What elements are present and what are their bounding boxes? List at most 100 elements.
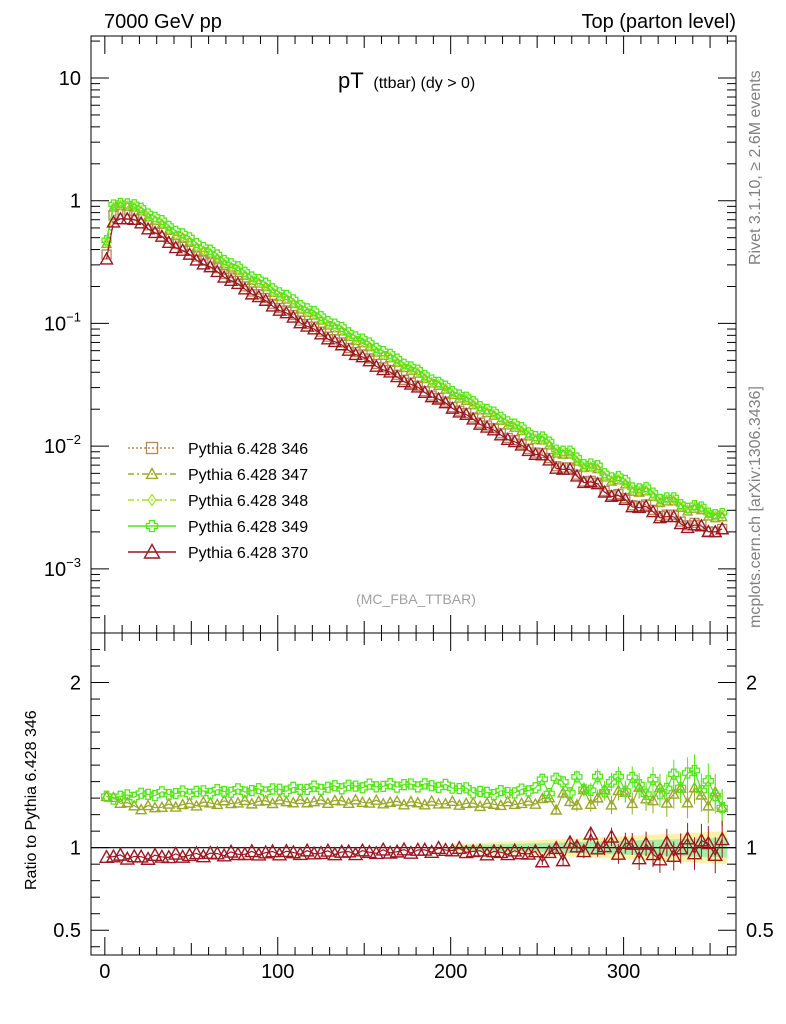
ratio-data-point (361, 844, 378, 859)
ratio-data-point (183, 796, 196, 808)
data-point (545, 438, 554, 450)
series-line (105, 204, 723, 517)
ratio-data-point (383, 795, 397, 808)
ratio-data-point (555, 852, 571, 867)
ratio-data-point (679, 830, 696, 845)
ratio-data-point (343, 779, 355, 791)
ratio-data-point (368, 845, 385, 860)
ratio-data-point (640, 788, 652, 800)
ratio-data-point (223, 843, 239, 858)
y-tick-base: 10 (44, 436, 66, 458)
data-point (486, 422, 502, 436)
ratio-y-tick-label-right: 1 (746, 838, 757, 860)
data-point (225, 272, 237, 283)
ratio-data-point (356, 795, 369, 808)
ratio-data-point (119, 850, 136, 865)
ratio-data-point (237, 846, 253, 861)
ratio-data-point (569, 838, 585, 853)
ratio-data-point (135, 787, 147, 799)
data-point (133, 215, 149, 229)
ratio-data-point (340, 843, 357, 858)
ratio-data-point (646, 794, 660, 806)
ratio-series-pythia-6.428-370 (98, 820, 730, 874)
data-point (694, 518, 709, 532)
y-tick-label: 10 (59, 68, 81, 90)
ratio-data-point (562, 834, 578, 849)
data-point (544, 436, 555, 447)
data-point (592, 460, 603, 471)
data-point (175, 242, 190, 256)
ratio-data-point (598, 786, 611, 798)
ratio-data-point (147, 847, 163, 862)
ratio-data-point (162, 797, 176, 809)
y-tick-label: 10−1 (44, 309, 81, 335)
ratio-data-point (596, 838, 613, 853)
ratio-data-point (314, 793, 328, 805)
ratio-data-point (520, 845, 537, 860)
data-point (452, 404, 467, 418)
ratio-data-point (349, 793, 362, 805)
y-tick-label: 10−3 (44, 555, 81, 581)
ratio-data-point (515, 783, 528, 795)
data-point (182, 246, 197, 260)
ratio-data-point (273, 793, 286, 805)
ratio-data-point (238, 793, 252, 806)
data-point (542, 452, 557, 466)
ratio-data-point (451, 840, 468, 855)
ratio-y-tick-label: 2 (70, 673, 81, 695)
data-point (703, 507, 714, 518)
data-point (101, 235, 112, 246)
data-point (203, 259, 218, 273)
ratio-series-group (98, 754, 730, 874)
main-plot-frame (90, 35, 737, 634)
data-point (348, 347, 363, 361)
ratio-data-point (536, 792, 549, 804)
data-point (279, 305, 294, 319)
data-point (168, 240, 183, 254)
ratio-y-axis-label: Ratio to Pythia 6.428 346 (23, 710, 40, 890)
data-point (597, 484, 612, 498)
ratio-data-point (563, 794, 577, 807)
data-point (210, 264, 225, 278)
data-point (396, 374, 412, 388)
ratio-y-tick-label: 1 (70, 838, 81, 860)
ratio-data-point (500, 846, 516, 861)
data-point (717, 507, 728, 519)
ratio-data-point (570, 798, 584, 810)
legend-label: Pythia 6.428 370 (188, 545, 308, 562)
ratio-data-point (617, 835, 634, 850)
ratio-data-point (168, 845, 184, 860)
header-left: 7000 GeV pp (104, 11, 222, 33)
data-point (618, 492, 633, 506)
data-point (113, 211, 128, 225)
ratio-data-point (121, 796, 134, 808)
ratio-data-point (294, 793, 307, 805)
ratio-data-point (527, 843, 544, 858)
data-point (465, 411, 481, 425)
ratio-data-point (633, 779, 645, 791)
ratio-data-point (354, 842, 371, 857)
ratio-data-point (430, 840, 447, 855)
ratio-data-point (148, 801, 162, 813)
data-point (147, 225, 163, 239)
x-tick-label: 200 (434, 961, 467, 983)
analysis-label: (MC_FBA_TTBAR) (356, 591, 476, 607)
ratio-data-point (100, 790, 113, 802)
ratio-data-point (313, 845, 329, 860)
data-point (569, 468, 585, 482)
ratio-data-point (557, 776, 569, 788)
ratio-data-point (444, 842, 461, 857)
x-tick-label: 0 (99, 961, 110, 983)
data-point (161, 235, 177, 248)
legend-marker (145, 441, 159, 455)
ratio-data-point (453, 798, 466, 810)
ratio-data-point (583, 825, 599, 840)
ratio-data-point (529, 797, 542, 809)
ratio-data-point (403, 845, 419, 859)
ratio-data-point (480, 796, 494, 808)
ratio-data-point (140, 851, 156, 865)
ratio-data-point (328, 794, 342, 806)
y-tick-base: 1 (70, 191, 81, 213)
y-tick-base: 10 (44, 313, 66, 335)
data-point (493, 427, 509, 441)
